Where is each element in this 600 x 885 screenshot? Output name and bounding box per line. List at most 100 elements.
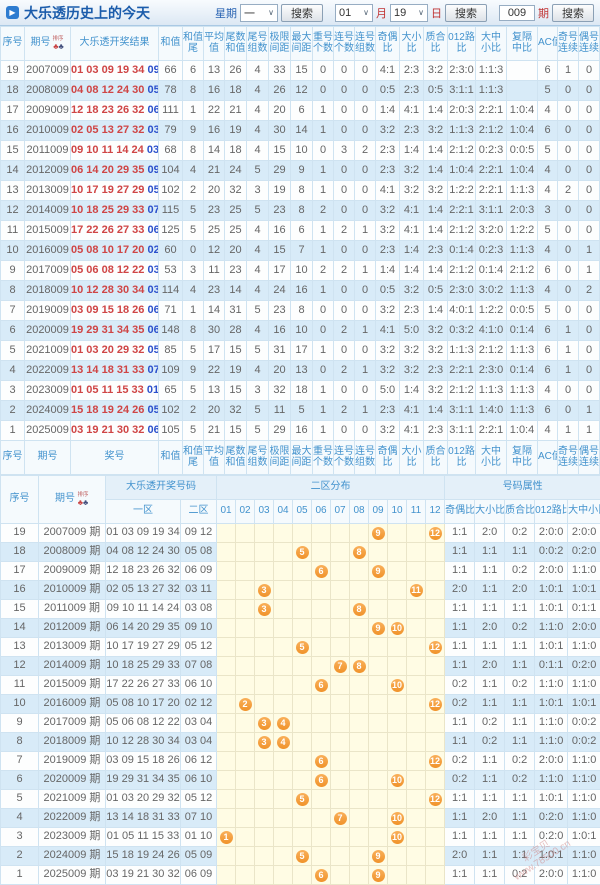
zone2-cell: 03 11 [181,581,217,600]
ball-cell-08 [350,562,369,581]
front-numbers: 02 05 13 27 32 [71,124,144,136]
stat-cell: 0 [579,221,600,241]
ball-cell-07 [331,619,350,638]
day-select[interactable]: 19∨ [390,4,428,22]
result-cell: 06 14 20 29 35 09 10 [71,161,159,181]
stat-cell: 21 [225,101,247,121]
ball-cell-02: 2 [236,695,255,714]
stat-cell: 4 [247,81,269,101]
week-search-button[interactable]: 搜索 [281,4,323,22]
ball-cell-09 [369,733,388,752]
back-numbers: 05 08 [147,84,158,96]
seq-cell: 12 [1,201,25,221]
sort-desc-icon[interactable]: ♣ [58,42,63,51]
stat-cell: 3 [183,261,204,281]
zone2-cell: 06 10 [181,771,217,790]
period-cell: 2021009 [25,341,71,361]
stat-cell: 4:0:1 [448,301,476,321]
seq-cell: 8 [1,281,25,301]
stat-cell: 85 [159,341,183,361]
ball-cell-06 [312,600,331,619]
zone1-cell: 09 10 11 14 24 [106,600,181,619]
back-number-ball: 5 [296,641,309,654]
ball-cell-09 [369,543,388,562]
ball-cell-11 [407,714,426,733]
stat-cell: 15 [269,141,291,161]
period-cell: 2023009 [25,381,71,401]
t1-header-9: 最大间距 [291,27,313,61]
day-label: 日 [431,5,442,21]
ball-cell-10: 10 [388,619,407,638]
ball-cell-12: 12 [426,695,445,714]
period-cell: 2015009 [25,221,71,241]
front-numbers: 15 18 19 24 26 [71,404,144,416]
stat-cell: 19 [269,181,291,201]
stat-cell: 4 [247,241,269,261]
ball-cell-09 [369,676,388,695]
ball-cell-05 [293,657,312,676]
stat-cell: 15 [225,421,247,441]
stat-cell: 5 [247,201,269,221]
back-number-ball: 8 [353,546,366,559]
back-number-ball: 11 [410,584,423,597]
back-numbers: 07 10 [147,364,158,376]
stat-cell: 32 [269,381,291,401]
sort-control[interactable]: 排序♣♣ [52,36,64,52]
ball-cell-03 [255,771,274,790]
stat-cell: 5 [183,381,204,401]
zone1-cell: 06 14 20 29 35 [106,619,181,638]
stat-cell: 0:1:4 [476,261,507,281]
attr-cell: 0:0:2 [535,543,568,562]
issue-input[interactable] [499,5,535,21]
issue-search-button[interactable]: 搜索 [552,4,594,22]
t2-subheader-ball-11: 11 [407,500,426,524]
stat-cell: 25 [204,221,225,241]
stat-cell: 0 [355,341,376,361]
ball-cell-07 [331,847,350,866]
stat-cell: 2:3 [400,121,424,141]
ball-cell-03 [255,847,274,866]
ball-cell-12: 12 [426,790,445,809]
sort-control[interactable]: 排序♣♣ [77,492,89,508]
seq-cell: 11 [1,676,39,695]
header-line: 组数 [248,44,268,55]
stat-cell: 2:3 [424,241,448,261]
month-select-value: 01 [339,7,351,19]
header-line: 值 [209,458,219,469]
stat-cell: 8 [183,141,204,161]
week-select[interactable]: 一∨ [240,4,278,22]
t2-subheader-attr-0: 奇偶比 [445,500,475,524]
attr-cell: 1:1 [475,790,505,809]
stat-cell: 78 [159,81,183,101]
header-line: 复隔 [512,447,532,458]
date-search-button[interactable]: 搜索 [445,4,487,22]
t1-header-18: 复隔中比 [507,27,538,61]
ball-cell-10 [388,657,407,676]
sort-desc-icon[interactable]: ♣ [83,498,88,507]
ball-cell-02 [236,600,255,619]
ball-cell-01 [217,695,236,714]
stat-cell: 109 [159,361,183,381]
ball-cell-04 [274,866,293,885]
zone2-cell: 03 08 [181,600,217,619]
header-line: 大中 [481,33,501,44]
stat-cell: 5 [538,81,558,101]
back-number-ball: 9 [372,869,385,882]
header-line: 奇偶 [378,447,398,458]
stat-cell: 6 [291,221,313,241]
stat-cell: 105 [159,421,183,441]
stat-cell: 30 [269,121,291,141]
header-line: 尾号 [248,447,268,458]
month-select[interactable]: 01∨ [335,4,373,22]
seq-cell: 7 [1,301,25,321]
stat-cell: 1:0:4 [507,121,538,141]
front-numbers: 03 19 21 30 32 [71,424,144,436]
ball-cell-01 [217,676,236,695]
stat-cell: 3:2:0 [476,221,507,241]
stat-cell: 2:2:1 [448,361,476,381]
header-line: 期号 [30,38,50,49]
t2-subheader-ball-10: 10 [388,500,407,524]
